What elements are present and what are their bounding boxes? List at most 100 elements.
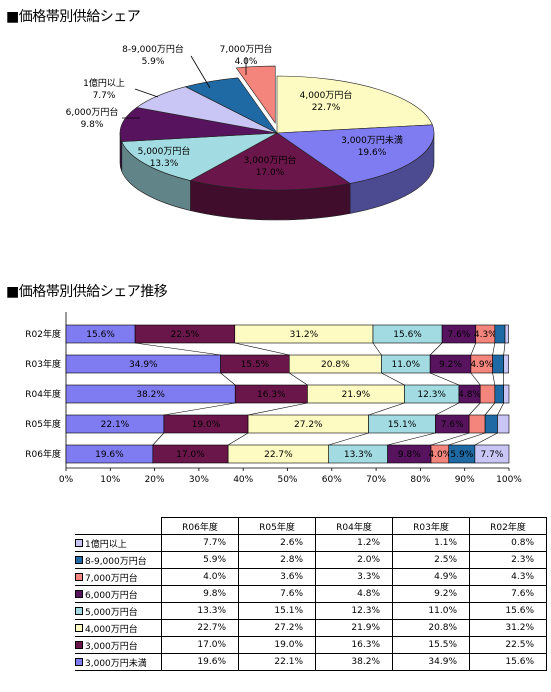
table-cell: 4.3% xyxy=(469,568,547,586)
bar-segment xyxy=(497,414,510,434)
table-cell: 21.9% xyxy=(315,619,393,637)
bar-data-label: 9.8% xyxy=(398,450,421,460)
pie-label-name: 4,000万円台 xyxy=(300,89,353,101)
pie-leader-line xyxy=(134,88,159,98)
table-cell: 0.8% xyxy=(469,534,547,552)
table-cell: 17.0% xyxy=(161,636,239,654)
bar-data-label: 27.2% xyxy=(294,420,323,430)
bar-chart-title: ■価格帯別供給シェア推移 xyxy=(6,284,168,300)
legend-label: 3,000万円未満 xyxy=(85,658,147,669)
series-connector-line xyxy=(497,402,504,416)
bar-data-label: 22.5% xyxy=(171,330,200,340)
series-connector-line xyxy=(430,372,460,386)
bar-segment xyxy=(494,324,506,344)
table-row-label: 3,000万円未満 xyxy=(75,653,162,671)
table-cell: 15.6% xyxy=(469,602,547,620)
series-connector-line xyxy=(429,342,443,356)
x-tick-label: 80% xyxy=(410,475,430,485)
table-column-header: R06年度 xyxy=(161,517,239,535)
table-cell: 3.3% xyxy=(315,568,393,586)
table-cell: 1.1% xyxy=(392,534,470,552)
pie-slice xyxy=(184,77,278,134)
table-cell: 15.6% xyxy=(469,653,547,671)
bar-data-label: 9.2% xyxy=(439,360,462,370)
legend-label: 7,000万円台 xyxy=(85,573,138,584)
series-connector-line xyxy=(492,372,496,386)
pie-label-value: 22.7% xyxy=(312,103,341,113)
series-connector-line xyxy=(368,402,405,416)
series-connector-line xyxy=(163,402,236,416)
table-cell: 1.2% xyxy=(315,534,393,552)
table-cell: 3.6% xyxy=(238,568,316,586)
legend-swatch xyxy=(75,556,83,564)
series-connector-line xyxy=(328,432,369,446)
table-cell: 9.8% xyxy=(161,585,239,603)
pie-chart: 4,000万円台 22.7% 3,000万円未満 19.6% 3,000万円台 17.0%… xyxy=(66,43,435,221)
bar-data-label: 4.9% xyxy=(470,360,493,370)
table-cell: 22.5% xyxy=(469,636,547,654)
legend-swatch xyxy=(75,641,83,649)
category-label: R06年度 xyxy=(25,448,61,460)
pie-labels: 4,000万円台 22.7% 3,000万円未満 19.6% 3,000万円台 17.0%… xyxy=(66,43,403,178)
pie-leader-line xyxy=(190,55,211,89)
legend-swatch xyxy=(75,607,83,615)
x-tick-label: 0% xyxy=(59,475,74,485)
table-cell: 9.2% xyxy=(392,585,470,603)
series-connector-line xyxy=(430,432,470,446)
series-connector-line xyxy=(289,372,308,386)
series-connector-line xyxy=(503,342,506,356)
bar-data-label: 15.6% xyxy=(86,330,115,340)
table-cell: 22.7% xyxy=(161,619,239,637)
table-column-header: R04年度 xyxy=(315,517,393,535)
x-tick-label: 100% xyxy=(496,475,522,485)
pie-slice xyxy=(119,107,278,142)
table-row-label: 6,000万円台 xyxy=(75,585,162,603)
pie-slice xyxy=(121,132,278,181)
bar-data-label: 12.3% xyxy=(417,390,446,400)
bar-segment xyxy=(484,414,498,434)
x-tick-label: 20% xyxy=(145,475,165,485)
bar-segment xyxy=(479,384,496,404)
table-row: 3,000万円台 17.0% 19.0% 16.3% 15.5% 22.5% xyxy=(75,636,547,654)
bar-data-label: 34.9% xyxy=(129,360,158,370)
pie-label-value: 4.0% xyxy=(235,57,258,67)
table-cell: 5.9% xyxy=(161,551,239,569)
series-connector-line xyxy=(227,432,249,446)
series-connector-line xyxy=(372,342,382,356)
table-row: 5,000万円台 13.3% 15.1% 12.3% 11.0% 15.6% xyxy=(75,602,547,620)
pie-label-value: 5.9% xyxy=(142,57,165,67)
bar-plot: 0% 10% 20% 30% 40% 50% 60% 70% 80% 90% 100% R02年度 15… xyxy=(25,312,522,485)
pie-slice xyxy=(235,65,276,125)
pie-label-name: 1億円以上 xyxy=(83,77,125,89)
table-row-label: 4,000万円台 xyxy=(75,619,162,637)
series-connector-line xyxy=(470,372,481,386)
table-corner xyxy=(75,518,162,535)
bar-data-label: 15.6% xyxy=(393,330,422,340)
series-connector-line xyxy=(435,402,460,416)
bar-data-label: 5.9% xyxy=(450,450,473,460)
pie-label-name: 7,000万円台 xyxy=(220,43,273,55)
series-connector-line xyxy=(470,342,477,356)
table-cell: 2.5% xyxy=(392,551,470,569)
pie-label-name: 3,000万円台 xyxy=(244,154,297,166)
bar-data-label: 17.0% xyxy=(176,450,205,460)
bar-data-label: 7.6% xyxy=(448,330,471,340)
series-connector-line xyxy=(381,372,405,386)
pie-label-value: 7.7% xyxy=(93,91,116,101)
legend-swatch xyxy=(75,658,83,666)
pie-label-name: 6,000万円台 xyxy=(66,106,119,118)
table-cell: 20.8% xyxy=(392,619,470,637)
series-connector-line xyxy=(484,402,496,416)
stacked-bar-chart: 0% 10% 20% 30% 40% 50% 60% 70% 80% 90% 100% R02年度 15… xyxy=(25,312,522,485)
legend-swatch xyxy=(75,573,83,581)
bar-data-label: 31.2% xyxy=(290,330,319,340)
pie-label-name: 3,000万円未満 xyxy=(341,134,403,146)
legend-label: 1億円以上 xyxy=(85,539,127,550)
series-connector-line xyxy=(248,402,308,416)
bar-data-label: 7.7% xyxy=(481,450,504,460)
bar-data-label: 19.0% xyxy=(192,420,221,430)
table-cell: 2.0% xyxy=(315,551,393,569)
table-cell: 4.8% xyxy=(315,585,393,603)
category-label: R04年度 xyxy=(25,388,61,400)
table-cell: 31.2% xyxy=(469,619,547,637)
